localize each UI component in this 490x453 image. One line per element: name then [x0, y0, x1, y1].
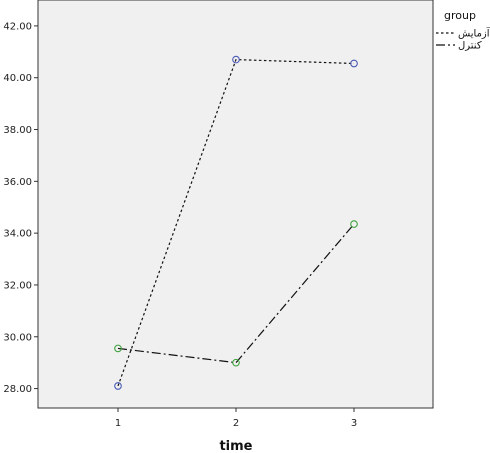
y-tick-label: 28.00 [3, 384, 32, 395]
y-axis: 28.00 30.00 32.00 34.00 36.00 38.00 40.00 42.00 [3, 21, 38, 395]
data-point [350, 220, 358, 228]
y-tick-label: 32.00 [3, 280, 32, 291]
data-point [114, 382, 122, 390]
y-tick-label: 40.00 [3, 73, 32, 84]
data-point [114, 344, 122, 353]
data-point [232, 358, 240, 367]
x-tick-label: 1 [115, 418, 121, 429]
series-layer [114, 55, 358, 390]
y-tick-label: 38.00 [3, 125, 32, 136]
y-tick-label: 34.00 [3, 229, 32, 240]
x-tick-label: 2 [233, 418, 239, 429]
legend-label: آزمایش [458, 27, 490, 40]
plot-area [37, 0, 434, 409]
y-tick-label: 30.00 [3, 332, 32, 343]
x-axis-title: time [219, 439, 252, 453]
legend-label: کنترل [458, 41, 482, 52]
y-tick-label: 36.00 [3, 177, 32, 188]
series-2 [114, 220, 358, 367]
x-tick-label: 3 [351, 418, 357, 429]
series-line [117, 58, 355, 387]
x-axis: 1 2 3 [115, 408, 357, 429]
data-point [232, 55, 240, 64]
data-point [350, 59, 358, 68]
series-1 [114, 55, 358, 390]
legend-title: group [444, 9, 476, 22]
series-line [117, 223, 355, 364]
y-tick-label: 42.00 [3, 21, 32, 32]
